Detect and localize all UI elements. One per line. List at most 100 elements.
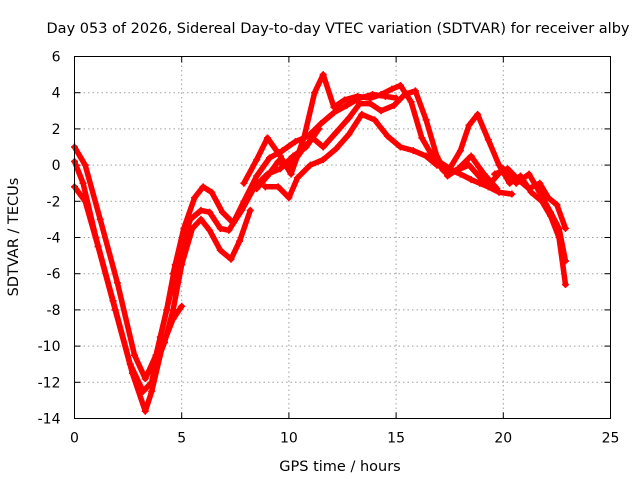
data-point: [253, 185, 261, 193]
data-series: [71, 71, 569, 415]
data-point: [491, 170, 499, 178]
data-point: [514, 176, 522, 184]
data-point: [225, 226, 233, 234]
x-tick-label: 20: [494, 431, 512, 447]
data-point: [358, 110, 366, 118]
data-point: [317, 119, 325, 127]
data-point: [276, 152, 284, 160]
data-point: [345, 130, 353, 138]
data-point: [486, 179, 494, 187]
y-tick-label: -2: [47, 194, 61, 210]
data-point: [546, 208, 554, 216]
data-point: [555, 224, 563, 232]
data-point: [377, 107, 385, 115]
data-point: [191, 194, 199, 202]
x-tick-label: 25: [602, 431, 620, 447]
data-point: [396, 143, 404, 151]
data-point: [345, 114, 353, 122]
data-point: [229, 219, 237, 227]
data-point: [356, 100, 364, 108]
data-point: [330, 103, 338, 111]
series-trace: [170, 91, 399, 277]
data-point: [156, 333, 164, 341]
x-tick-label: 5: [177, 431, 186, 447]
data-point: [216, 246, 224, 254]
y-tick-label: -10: [38, 339, 61, 355]
data-point: [319, 71, 327, 79]
data-point: [411, 87, 419, 95]
plot-frame: [74, 56, 611, 419]
data-point: [332, 129, 340, 137]
data-point: [474, 170, 482, 178]
data-point: [131, 351, 139, 359]
data-point: [278, 147, 286, 155]
data-point: [161, 338, 169, 346]
data-point: [341, 96, 349, 104]
data-point: [495, 188, 503, 196]
data-point: [152, 360, 160, 368]
data-point: [474, 110, 482, 118]
x-tick-label: 15: [387, 431, 405, 447]
data-point: [371, 116, 379, 124]
data-point: [424, 152, 432, 160]
series-track-6: [169, 91, 400, 278]
data-point: [276, 165, 284, 173]
series-track-9: [261, 110, 516, 202]
y-tick-labels: -14 -12 -10 -8 -6 -4 -2 0 2 4 6: [38, 50, 61, 428]
data-point: [343, 101, 351, 109]
data-point: [199, 183, 207, 191]
data-point: [506, 179, 514, 187]
data-point: [79, 179, 87, 187]
data-point: [227, 255, 235, 263]
data-point: [561, 257, 569, 265]
data-point: [274, 183, 282, 191]
data-point: [465, 121, 473, 129]
data-point: [388, 85, 396, 93]
data-point: [446, 165, 454, 173]
data-point: [81, 197, 89, 205]
data-point: [476, 179, 484, 187]
data-point: [206, 208, 214, 216]
data-point: [216, 224, 224, 232]
y-tick-label: -12: [38, 375, 61, 391]
data-point: [298, 147, 306, 155]
data-point: [444, 172, 452, 180]
data-point: [266, 154, 274, 162]
data-point: [456, 147, 464, 155]
data-point: [94, 243, 102, 251]
data-point: [377, 91, 385, 99]
data-point: [319, 156, 327, 164]
y-tick-label: -6: [47, 267, 61, 283]
data-point: [111, 306, 119, 314]
data-point: [467, 152, 475, 160]
data-point: [495, 161, 503, 169]
data-point: [561, 224, 569, 232]
y-tick-label: -14: [38, 412, 61, 428]
data-point: [504, 165, 512, 173]
data-point: [465, 161, 473, 169]
data-point: [169, 306, 177, 314]
data-point: [311, 89, 319, 97]
data-point: [148, 387, 156, 395]
series-trace: [71, 184, 185, 415]
data-point: [274, 157, 282, 165]
data-point: [96, 215, 104, 223]
data-point: [285, 165, 293, 173]
data-point: [308, 134, 316, 142]
data-point: [141, 375, 149, 383]
data-point: [467, 176, 475, 184]
data-point: [384, 132, 392, 140]
data-point: [332, 145, 340, 153]
grid-lines: [74, 56, 611, 419]
series-trace: [144, 207, 254, 377]
y-tick-label: 0: [52, 158, 61, 174]
data-point: [418, 134, 426, 142]
data-point: [435, 157, 443, 165]
data-point: [508, 190, 516, 198]
data-point: [197, 206, 205, 214]
data-point: [553, 201, 561, 209]
data-point: [407, 98, 415, 106]
data-point: [218, 208, 226, 216]
data-point: [354, 92, 362, 100]
